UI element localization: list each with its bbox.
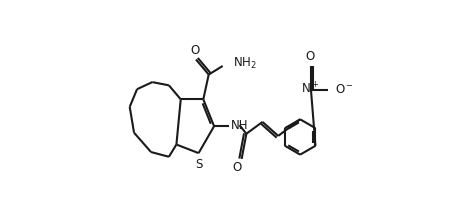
Text: NH$_2$: NH$_2$ [232, 56, 257, 71]
Text: NH: NH [231, 119, 249, 132]
Text: S: S [196, 158, 203, 172]
Text: N$^+$: N$^+$ [301, 81, 319, 96]
Text: O: O [233, 161, 242, 174]
Text: O: O [305, 50, 315, 63]
Text: O$^-$: O$^-$ [335, 83, 354, 96]
Text: O: O [190, 44, 200, 57]
